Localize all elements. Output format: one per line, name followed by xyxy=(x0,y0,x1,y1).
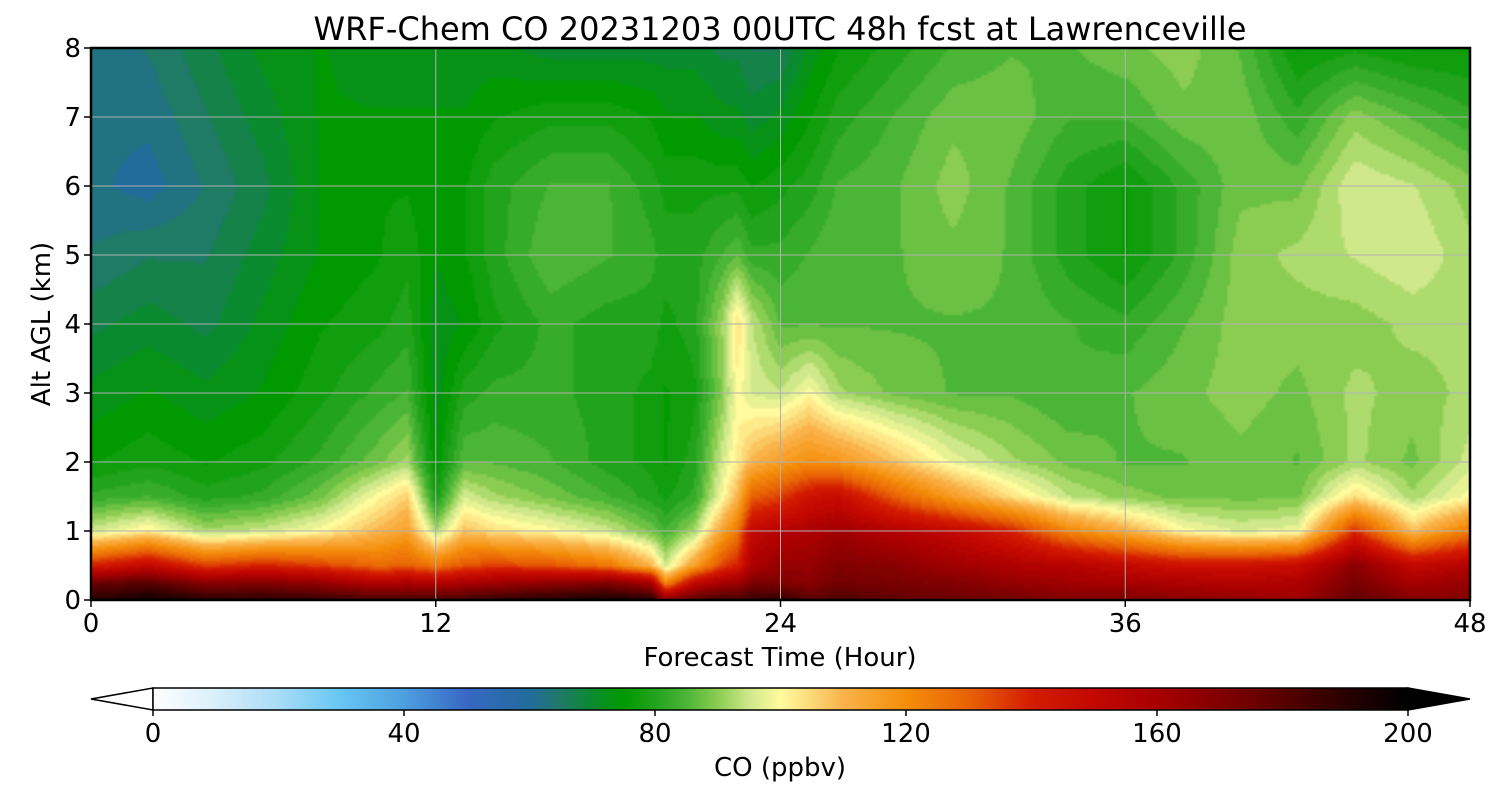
y-tick-label: 2 xyxy=(64,448,81,478)
colorbar-tick-label: 120 xyxy=(881,719,931,749)
colorbar-tick-label: 160 xyxy=(1132,719,1182,749)
x-axis-ticks: 0 12 24 36 48 xyxy=(83,600,1487,639)
colorbar-tick-label: 0 xyxy=(145,719,162,749)
chart-title: WRF-Chem CO 20231203 00UTC 48h fcst at L… xyxy=(314,10,1247,48)
colorbar-tick-label: 200 xyxy=(1383,719,1433,749)
x-tick-label: 24 xyxy=(764,609,797,639)
y-axis-label: Alt AGL (km) xyxy=(27,242,57,406)
x-tick-label: 12 xyxy=(419,609,452,639)
colorbar-low-extension xyxy=(90,687,154,711)
colorbar-label: CO (ppbv) xyxy=(714,753,846,783)
y-tick-label: 6 xyxy=(64,172,81,202)
y-tick-label: 1 xyxy=(64,517,81,547)
colorbar-tick-label: 40 xyxy=(387,719,420,749)
x-tick-label: 36 xyxy=(1109,609,1142,639)
colorbar-high-extension xyxy=(1407,687,1471,711)
colorbar-tick-label: 80 xyxy=(638,719,671,749)
x-tick-label: 0 xyxy=(83,609,100,639)
colorbar-ticks: 0 40 80 120 160 200 xyxy=(145,710,1433,749)
y-tick-label: 7 xyxy=(64,103,81,133)
colorbar: 0 40 80 120 160 200 xyxy=(90,687,1471,749)
y-axis-ticks: 0 1 2 3 4 5 6 7 8 xyxy=(64,34,91,616)
y-tick-label: 0 xyxy=(64,586,81,616)
x-axis-label: Forecast Time (Hour) xyxy=(643,643,916,673)
y-tick-label: 8 xyxy=(64,34,81,64)
colorbar-gradient xyxy=(152,687,1409,711)
x-tick-label: 48 xyxy=(1453,609,1486,639)
y-tick-label: 4 xyxy=(64,310,81,340)
y-tick-label: 3 xyxy=(64,379,81,409)
y-tick-label: 5 xyxy=(64,241,81,271)
